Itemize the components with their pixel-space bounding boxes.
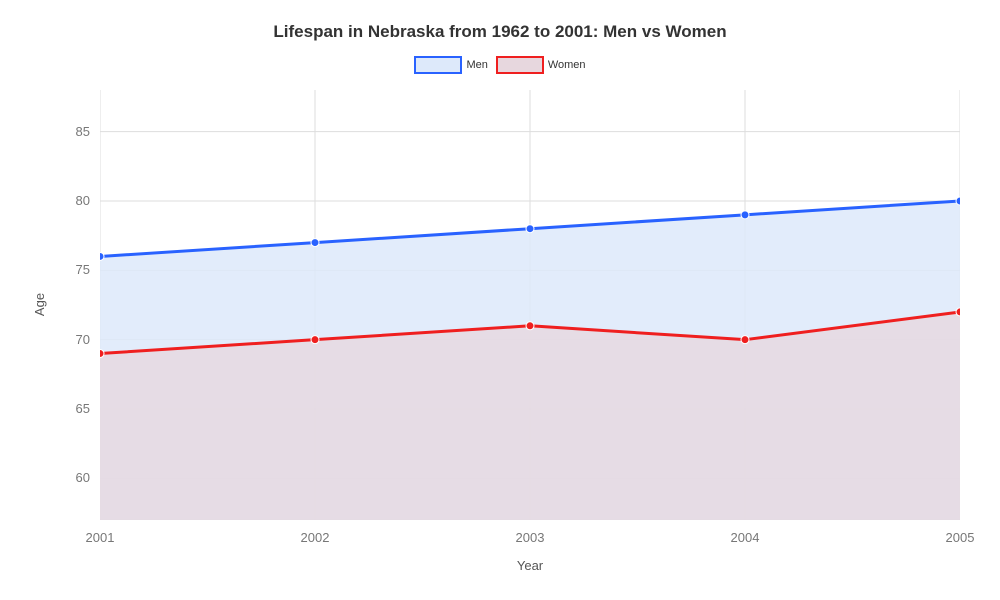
legend-label-women: Women [548,59,586,71]
x-tick-label: 2001 [86,530,115,545]
plot-area [100,90,960,520]
y-tick-label: 80 [60,193,90,208]
x-tick-label: 2003 [516,530,545,545]
x-tick-label: 2002 [301,530,330,545]
y-tick-label: 85 [60,124,90,139]
y-tick-label: 60 [60,470,90,485]
y-axis-title: Age [32,293,47,316]
y-tick-label: 65 [60,401,90,416]
y-tick-label: 75 [60,262,90,277]
x-tick-label: 2004 [731,530,760,545]
legend-swatch-men [414,56,462,74]
y-tick-label: 70 [60,332,90,347]
chart-title: Lifespan in Nebraska from 1962 to 2001: … [0,22,1000,42]
legend-label-men: Men [466,59,487,71]
x-axis-title: Year [100,558,960,573]
chart-container: Lifespan in Nebraska from 1962 to 2001: … [0,0,1000,600]
legend: Men Women [0,56,1000,74]
x-tick-label: 2005 [946,530,975,545]
legend-item-women[interactable]: Women [496,56,586,74]
legend-item-men[interactable]: Men [414,56,487,74]
legend-swatch-women [496,56,544,74]
